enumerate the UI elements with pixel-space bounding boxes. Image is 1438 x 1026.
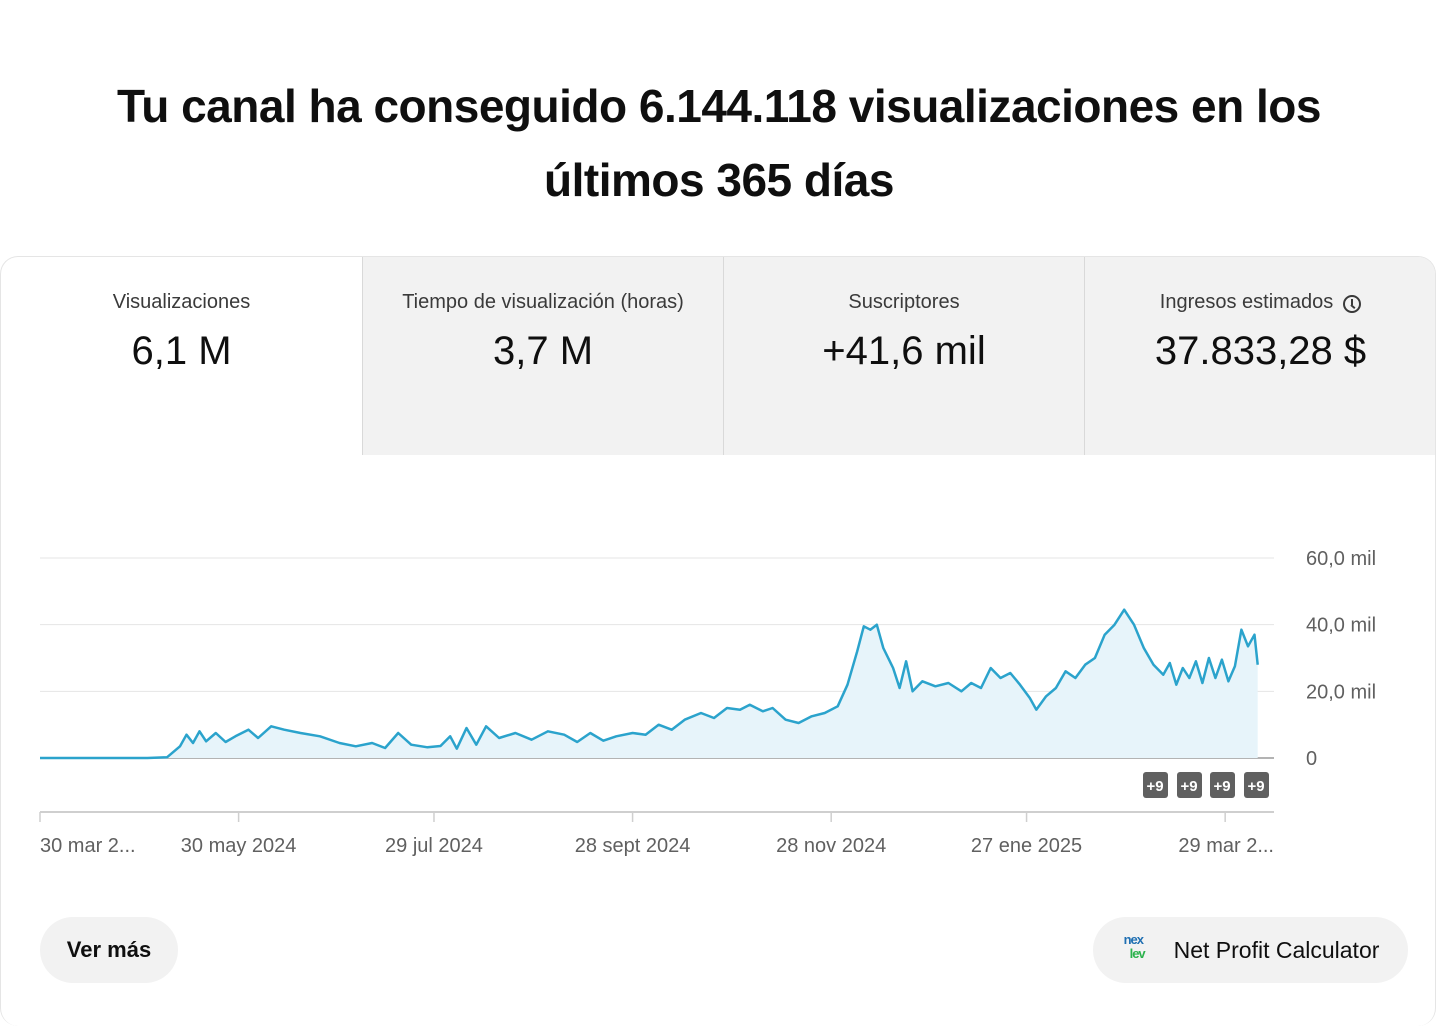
tab-value: +41,6 mil (822, 329, 986, 373)
marker-badge-bg (1177, 772, 1202, 798)
marker-badge-label: +9 (1213, 778, 1230, 795)
marker-badge-bg (1244, 772, 1269, 798)
tab-value: 6,1 M (131, 329, 232, 373)
tab-tiempo-visualizacion[interactable]: Tiempo de visualización (horas) 3,7 M (362, 257, 723, 455)
tab-label-row: Ingresos estimados (1085, 291, 1435, 314)
x-tick-label: 29 mar 2... (1178, 835, 1274, 857)
analytics-card: Visualizaciones 6,1 M Tiempo de visualiz… (0, 256, 1436, 1026)
x-tick-label: 30 mar 2... (40, 835, 136, 857)
net-profit-calculator-label: Net Profit Calculator (1173, 936, 1380, 963)
views-line (40, 608, 1259, 760)
video-marker-badge[interactable]: +9 (1210, 772, 1235, 798)
headline-line-1: Tu canal ha conseguido 6.144.118 visuali… (117, 79, 1321, 132)
tab-label: Visualizaciones (112, 291, 251, 313)
tab-label: Tiempo de visualización (horas) (402, 291, 684, 313)
marker-badge-label: +9 (1247, 778, 1264, 795)
marker-badge-bg (1210, 772, 1235, 798)
see-more-label: Ver más (66, 937, 152, 962)
video-marker-badge[interactable]: +9 (1143, 772, 1168, 798)
marker-badge-label: +9 (1146, 778, 1163, 795)
clock-icon (1343, 295, 1362, 313)
tab-value: 37.833,28 $ (1154, 329, 1367, 373)
tab-visualizaciones[interactable]: Visualizaciones 6,1 M (1, 257, 362, 455)
page-headline: Tu canal ha conseguido 6.144.118 visuali… (0, 69, 1438, 217)
metric-tabs: Visualizaciones 6,1 M Tiempo de visualiz… (1, 257, 1435, 455)
nexlev-logo-icon: nex lev (1123, 932, 1146, 961)
headline-line-2: últimos 365 días (544, 153, 894, 206)
tab-suscriptores[interactable]: Suscriptores +41,6 mil (723, 257, 1084, 455)
tab-value: 3,7 M (492, 329, 594, 373)
marker-badge-label: +9 (1180, 778, 1197, 795)
tab-label: Ingresos estimados (1159, 291, 1334, 313)
views-area (40, 609, 1258, 758)
x-tick-label: 28 nov 2024 (776, 835, 886, 857)
tab-label: Suscriptores (848, 291, 960, 313)
video-marker-badge[interactable]: +9 (1177, 772, 1202, 798)
x-tick-label: 30 may 2024 (181, 835, 297, 857)
tab-ingresos-estimados[interactable]: Ingresos estimados 37.833,28 $ (1084, 257, 1435, 455)
video-marker-badge[interactable]: +9 (1244, 772, 1269, 798)
y-tick-label: 20,0 mil (1306, 681, 1376, 703)
y-tick-label: 0 (1306, 748, 1317, 770)
x-tick-label: 28 sept 2024 (575, 835, 691, 857)
y-tick-label: 60,0 mil (1306, 548, 1376, 570)
x-tick-label: 29 jul 2024 (385, 835, 483, 857)
y-tick-label: 40,0 mil (1306, 615, 1376, 637)
see-more-button[interactable]: Ver más (40, 917, 178, 983)
net-profit-calculator-button[interactable]: nex lev Net Profit Calculator (1093, 917, 1408, 983)
marker-badge-bg (1143, 772, 1168, 798)
x-tick-label: 27 ene 2025 (971, 835, 1082, 857)
